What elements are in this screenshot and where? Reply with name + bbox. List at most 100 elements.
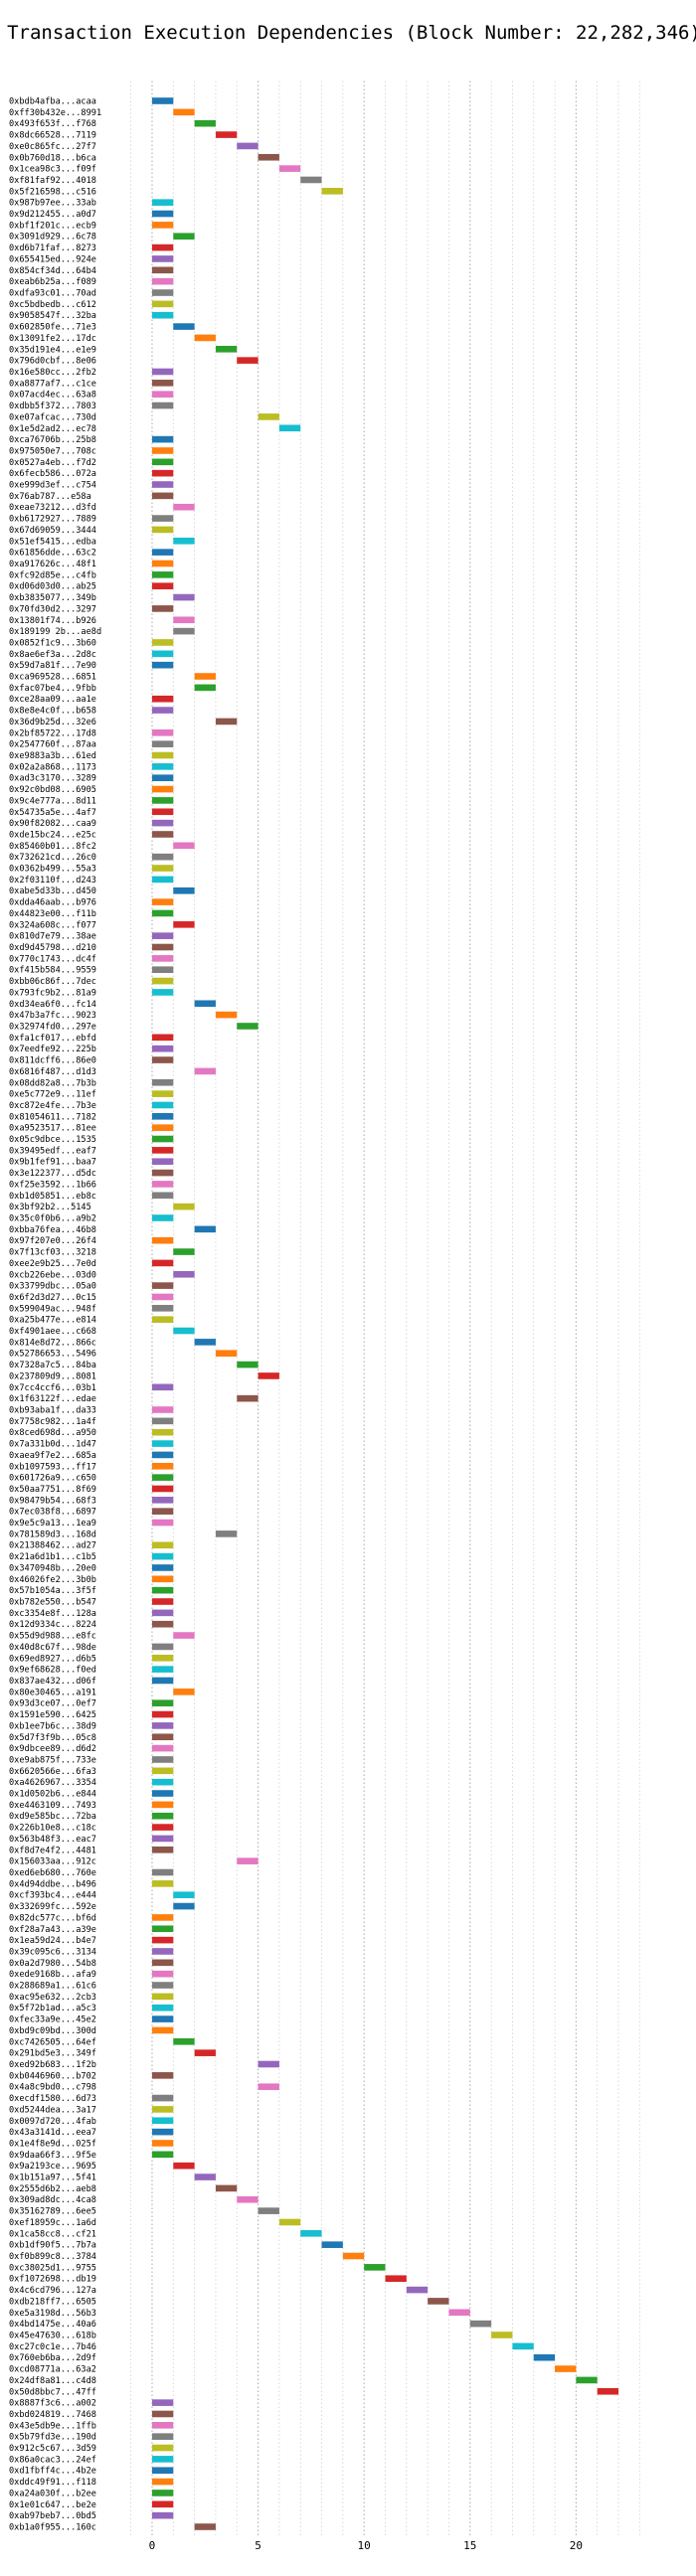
tx-bar — [151, 1451, 174, 1459]
tx-bar — [151, 469, 174, 477]
tx-label: 0xbdb4afba...acaa — [9, 97, 96, 107]
tx-label: 0xa4626967...3354 — [9, 1778, 96, 1788]
tx-label: 0xcf393bc4...e444 — [9, 1891, 96, 1901]
tx-label: 0x796d0cbf...8e06 — [9, 357, 96, 367]
tx-label: 0x57b1054a...3f5f — [9, 1586, 96, 1596]
tx-label: 0x0362b499...55a3 — [9, 865, 96, 875]
tx-label: 0x1ea59d24...b4e7 — [9, 1936, 96, 1946]
tx-label: 0x13091fe2...17dc — [9, 334, 96, 344]
tx-label: 0xddc49f91...f118 — [9, 2478, 96, 2488]
tx-label: 0xc3354e8f...128a — [9, 1609, 96, 1619]
tx-label: 0x47b3a7fc...9023 — [9, 1011, 96, 1021]
tx-bar — [151, 1497, 174, 1504]
tx-label: 0x93d3ce07...0ef7 — [9, 1699, 96, 1709]
tx-label: 0xca969528...6851 — [9, 673, 96, 683]
tx-label: 0x7a331b0d...1d47 — [9, 1440, 96, 1450]
tx-label: 0x97f207e0...26f4 — [9, 1236, 96, 1246]
x-tick-label: 5 — [255, 2539, 261, 2552]
tx-bar — [194, 673, 216, 680]
tx-label: 0xdbb5f372...7803 — [9, 402, 96, 411]
tx-bar — [173, 1891, 195, 1899]
tx-bar — [151, 1767, 174, 1775]
tx-bar — [597, 2387, 619, 2395]
tx-label: 0xe9883a3b...61ed — [9, 751, 96, 761]
tx-label: 0x21a6d1b1...c1b5 — [9, 1552, 96, 1562]
tx-bar — [151, 876, 174, 884]
tx-label: 0xf4901aee...c668 — [9, 1327, 96, 1337]
tx-bar — [151, 1801, 174, 1809]
tx-bar — [300, 176, 322, 184]
tx-label: 0xc27c0c1e...7b46 — [9, 2342, 96, 2352]
tx-bar — [151, 1406, 174, 1413]
tx-bar — [151, 2467, 174, 2475]
tx-label: 0xb1097593...ff17 — [9, 1462, 96, 1472]
tx-bar — [151, 898, 174, 905]
tx-bar — [151, 1812, 174, 1820]
tx-bar — [151, 1552, 174, 1560]
tx-bar — [151, 2072, 174, 2079]
tx-bar — [173, 1689, 195, 1695]
tx-label: 0x45e47630...618b — [9, 2331, 96, 2340]
tx-label: 0xbba76fea...46b8 — [9, 1225, 96, 1235]
tx-label: 0x9b1fef91...baa7 — [9, 1158, 96, 1168]
tx-label: 0x4c6cd796...127a — [9, 2286, 96, 2296]
tx-label: 0xf28a7a43...a39e — [9, 1925, 96, 1935]
tx-label: 0x811dcff6...86e0 — [9, 1056, 96, 1066]
tx-bar — [512, 2342, 534, 2350]
tx-label: 0xd34ea6f0...fc14 — [9, 1000, 96, 1010]
tx-label: 0xbd9c09bd...300d — [9, 2026, 96, 2036]
tx-bar — [151, 243, 174, 251]
tx-bar — [258, 2207, 279, 2214]
tx-bar — [151, 1699, 174, 1706]
tx-bar — [151, 266, 174, 274]
tx-label: 0xecdf1580...6d73 — [9, 2094, 96, 2104]
tx-label: 0x226b10e8...c18c — [9, 1824, 96, 1834]
tx-bar — [151, 1214, 174, 1221]
tx-label: 0x9e5c9a13...1ea9 — [9, 1519, 96, 1529]
tx-label: 0xe999d3ef...c754 — [9, 481, 96, 491]
tx-label: 0xd06d03d0...ab25 — [9, 582, 96, 592]
tx-bar — [428, 2298, 449, 2305]
tx-label: 0x39c095c6...3134 — [9, 1947, 96, 1957]
tx-label: 0xdb218ff7...6505 — [9, 2297, 96, 2307]
tx-label: 0x156033aa...912c — [9, 1857, 96, 1867]
tx-label: 0xb6172927...7889 — [9, 515, 96, 525]
tx-bar — [151, 797, 174, 804]
tx-bar — [151, 1293, 174, 1301]
tx-label: 0x85460b01...8fc2 — [9, 842, 96, 852]
tx-label: 0x563b48f3...eac7 — [9, 1835, 96, 1845]
tx-label: 0xa25b477e...e814 — [9, 1316, 96, 1326]
tx-label: 0xac95e632...2cb3 — [9, 1993, 96, 2003]
tx-bar — [151, 1914, 174, 1921]
tx-label: 0x35c0f0b6...a9b2 — [9, 1213, 96, 1223]
tx-bar — [533, 2353, 556, 2361]
tx-label: 0xff30b432e...8991 — [9, 108, 101, 118]
tx-label: 0xca76706b...25b8 — [9, 435, 96, 445]
tx-label: 0x9dbcee89...d6d2 — [9, 1744, 96, 1754]
tx-label: 0x67d69059...3444 — [9, 526, 96, 536]
tx-bar — [151, 2500, 174, 2508]
tx-label: 0xd9d45798...d210 — [9, 943, 96, 953]
tx-label: 0x189199 2b...ae8d — [9, 627, 101, 637]
tx-bar — [491, 2332, 513, 2338]
tx-label: 0xc5bdbedb...c612 — [9, 300, 96, 310]
tx-label: 0x7ec038f8...6897 — [9, 1508, 96, 1518]
tx-label: 0x39495edf...eaf7 — [9, 1146, 96, 1156]
tx-label: 0x9daa66f3...9f5e — [9, 2151, 96, 2161]
tx-bar — [173, 2162, 195, 2170]
tx-bar — [151, 1158, 174, 1166]
tx-bar — [173, 1270, 195, 1278]
tx-label: 0x24df8a81...c4d8 — [9, 2376, 96, 2386]
tx-label: 0x13801f74...b926 — [9, 616, 96, 626]
tx-label: 0x90f82082...caa9 — [9, 819, 96, 829]
tx-bar — [448, 2309, 470, 2317]
tx-bar — [278, 165, 301, 172]
tx-bar — [173, 1203, 195, 1210]
x-tick-label: 10 — [358, 2539, 371, 2552]
tx-label: 0xeab6b25a...f089 — [9, 277, 96, 287]
tx-bar — [237, 1361, 259, 1368]
tx-label: 0xc7426505...64ef — [9, 2037, 96, 2047]
tx-label: 0x1ca58cc8...cf21 — [9, 2229, 96, 2239]
tx-label: 0x52786653...5496 — [9, 1350, 96, 1360]
tx-label: 0xa917626c...48f1 — [9, 560, 96, 569]
